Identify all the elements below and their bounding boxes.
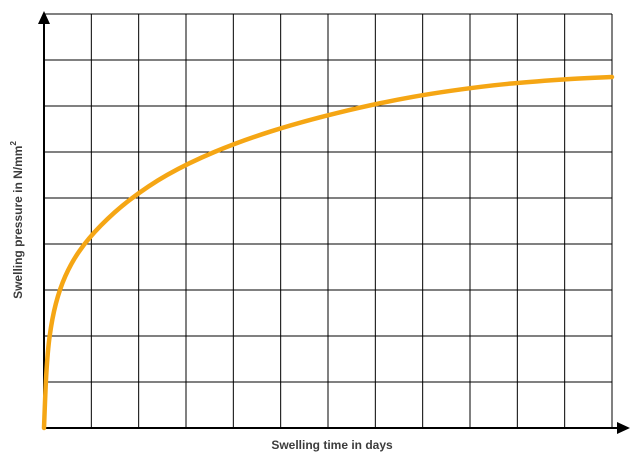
x-axis-label: Swelling time in days — [271, 438, 393, 452]
series-line — [41, 74, 615, 431]
axes — [38, 11, 630, 434]
y-axis-label-superscript: 2 — [9, 141, 18, 146]
grid — [44, 13, 613, 428]
y-axis-label: Swelling pressure in N/mm2 — [9, 141, 25, 299]
series-group — [41, 74, 615, 431]
y-axis-label-text: Swelling pressure in N/mm — [11, 146, 25, 299]
x-axis-arrow — [617, 422, 630, 434]
y-axis-arrow — [38, 11, 50, 24]
